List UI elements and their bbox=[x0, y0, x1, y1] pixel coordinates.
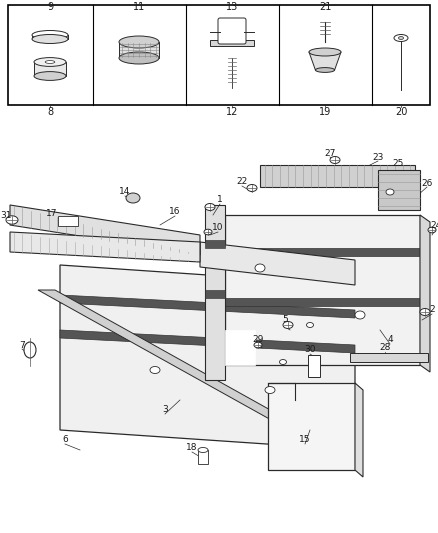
Polygon shape bbox=[119, 42, 159, 58]
Polygon shape bbox=[355, 383, 363, 477]
Ellipse shape bbox=[204, 229, 212, 235]
Polygon shape bbox=[225, 298, 420, 306]
Text: 9: 9 bbox=[47, 2, 53, 12]
Ellipse shape bbox=[24, 342, 36, 358]
FancyBboxPatch shape bbox=[218, 18, 246, 44]
Text: 3: 3 bbox=[162, 406, 168, 415]
Polygon shape bbox=[350, 353, 428, 362]
Text: 26: 26 bbox=[421, 179, 433, 188]
Ellipse shape bbox=[399, 36, 403, 39]
Text: 19: 19 bbox=[319, 107, 331, 117]
Ellipse shape bbox=[394, 35, 408, 42]
Polygon shape bbox=[60, 330, 355, 353]
Text: 5: 5 bbox=[282, 316, 288, 325]
Text: 23: 23 bbox=[372, 152, 384, 161]
Text: 17: 17 bbox=[46, 208, 58, 217]
Ellipse shape bbox=[34, 58, 66, 67]
Text: 25: 25 bbox=[392, 158, 404, 167]
Polygon shape bbox=[8, 5, 430, 105]
Text: 1: 1 bbox=[217, 196, 223, 205]
Ellipse shape bbox=[265, 386, 275, 393]
Text: 16: 16 bbox=[169, 207, 181, 216]
Polygon shape bbox=[205, 205, 225, 380]
Text: 14: 14 bbox=[119, 188, 131, 197]
Text: 6: 6 bbox=[62, 435, 68, 445]
Ellipse shape bbox=[45, 61, 55, 63]
Ellipse shape bbox=[32, 30, 68, 39]
Ellipse shape bbox=[205, 204, 215, 211]
Ellipse shape bbox=[119, 36, 159, 48]
Text: 15: 15 bbox=[299, 435, 311, 445]
Ellipse shape bbox=[255, 264, 265, 272]
Text: 13: 13 bbox=[226, 2, 238, 12]
Polygon shape bbox=[210, 40, 254, 46]
Text: 18: 18 bbox=[186, 443, 198, 453]
Polygon shape bbox=[260, 165, 415, 187]
Ellipse shape bbox=[34, 71, 66, 80]
Ellipse shape bbox=[150, 367, 160, 374]
Polygon shape bbox=[205, 240, 225, 248]
Text: 7: 7 bbox=[19, 341, 25, 350]
Ellipse shape bbox=[309, 48, 341, 56]
Bar bbox=[58, 216, 78, 226]
Ellipse shape bbox=[315, 68, 335, 72]
Text: 22: 22 bbox=[237, 177, 247, 187]
Polygon shape bbox=[225, 248, 420, 256]
Text: 8: 8 bbox=[47, 107, 53, 117]
Ellipse shape bbox=[355, 311, 365, 319]
Polygon shape bbox=[225, 330, 255, 365]
Text: 29: 29 bbox=[252, 335, 264, 344]
Polygon shape bbox=[200, 242, 355, 285]
Text: 30: 30 bbox=[304, 345, 316, 354]
Ellipse shape bbox=[386, 189, 394, 195]
Ellipse shape bbox=[126, 193, 140, 203]
Ellipse shape bbox=[6, 216, 18, 224]
Polygon shape bbox=[225, 215, 420, 365]
Polygon shape bbox=[38, 290, 360, 460]
Ellipse shape bbox=[247, 184, 257, 191]
Ellipse shape bbox=[283, 321, 293, 328]
Text: 4: 4 bbox=[387, 335, 393, 344]
Ellipse shape bbox=[420, 309, 430, 316]
Ellipse shape bbox=[119, 52, 159, 64]
Polygon shape bbox=[378, 170, 420, 210]
Text: 2: 2 bbox=[429, 305, 435, 314]
Ellipse shape bbox=[198, 448, 208, 453]
Text: 24: 24 bbox=[431, 221, 438, 230]
Text: 20: 20 bbox=[395, 107, 407, 117]
Polygon shape bbox=[205, 290, 225, 298]
Text: 12: 12 bbox=[226, 107, 238, 117]
Polygon shape bbox=[60, 265, 355, 450]
Polygon shape bbox=[34, 62, 66, 76]
Polygon shape bbox=[309, 52, 341, 70]
Text: 21: 21 bbox=[319, 2, 331, 12]
Text: 11: 11 bbox=[133, 2, 145, 12]
Ellipse shape bbox=[32, 35, 68, 44]
Bar bbox=[308, 355, 320, 377]
Polygon shape bbox=[60, 295, 355, 318]
Bar bbox=[198, 450, 208, 464]
Polygon shape bbox=[420, 215, 430, 372]
Polygon shape bbox=[10, 232, 200, 262]
Ellipse shape bbox=[330, 157, 340, 164]
Polygon shape bbox=[10, 205, 200, 255]
Text: 10: 10 bbox=[212, 223, 224, 232]
Text: 28: 28 bbox=[379, 343, 391, 352]
Ellipse shape bbox=[307, 322, 314, 327]
Text: 27: 27 bbox=[324, 149, 336, 157]
Polygon shape bbox=[268, 383, 355, 470]
Ellipse shape bbox=[254, 342, 262, 348]
Ellipse shape bbox=[279, 359, 286, 365]
Text: 31: 31 bbox=[0, 211, 12, 220]
Ellipse shape bbox=[428, 227, 436, 233]
